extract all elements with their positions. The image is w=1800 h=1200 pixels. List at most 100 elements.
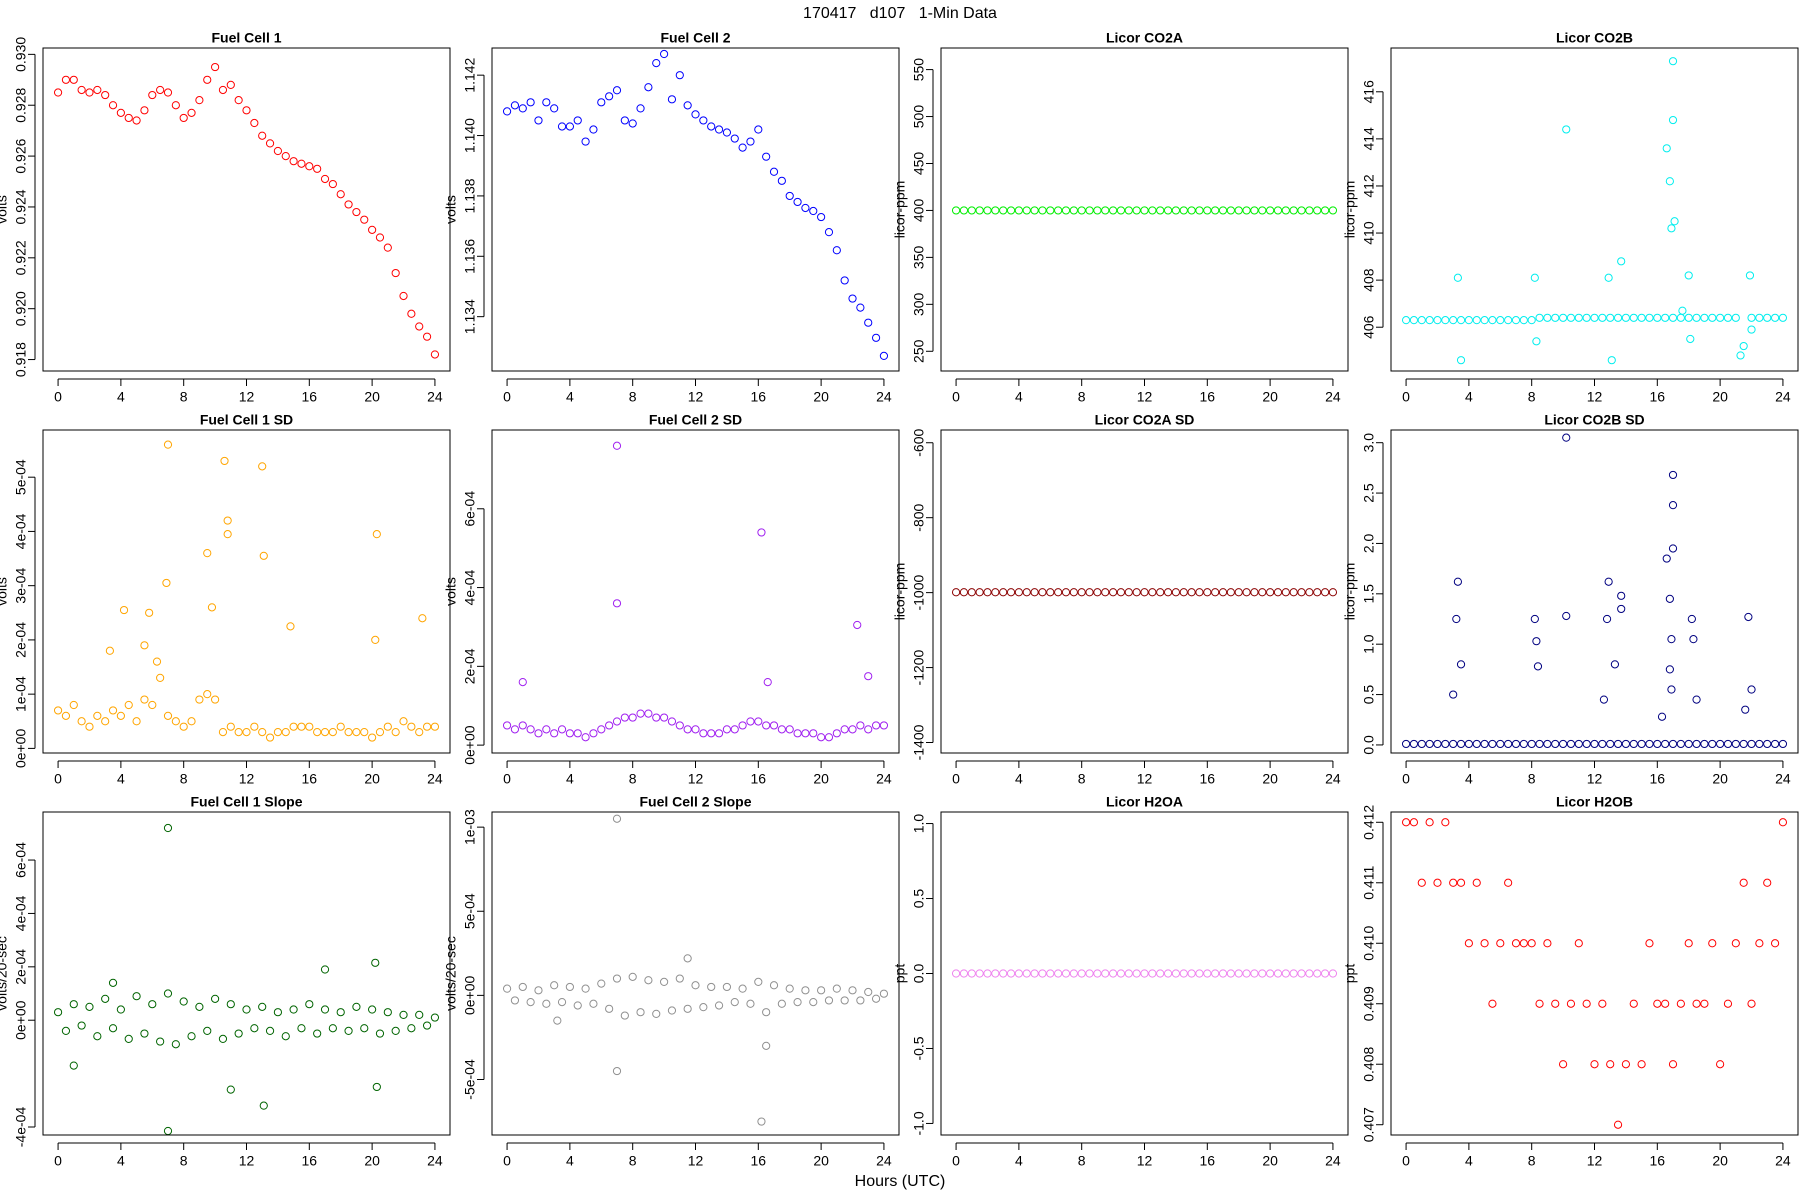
- data-point: [1684, 271, 1693, 280]
- data-point: [207, 603, 217, 612]
- data-point: [620, 1011, 629, 1020]
- data-point: [336, 190, 345, 199]
- data-point: [832, 246, 841, 255]
- data-point: [1156, 969, 1165, 978]
- panel-title: Licor CO2A: [1106, 30, 1183, 46]
- data-point: [1148, 206, 1157, 215]
- x-tick-label: 24: [876, 389, 892, 405]
- data-point: [1739, 341, 1748, 351]
- data-point: [707, 982, 716, 992]
- x-tick-label: 24: [1775, 771, 1791, 787]
- data-point: [757, 528, 766, 537]
- data-point: [1132, 969, 1141, 978]
- data-point: [840, 725, 849, 734]
- data-point: [1038, 588, 1047, 597]
- data-point: [399, 717, 408, 726]
- x-tick-label: 8: [1528, 1153, 1536, 1169]
- data-point: [1085, 969, 1094, 978]
- data-point: [1504, 316, 1513, 325]
- data-point: [1218, 588, 1228, 597]
- data-point: [156, 85, 165, 95]
- data-point: [1320, 588, 1330, 597]
- y-tick-label: 6e-04: [13, 842, 29, 878]
- data-point: [542, 999, 551, 1008]
- data-point: [265, 733, 275, 742]
- data-point: [848, 294, 857, 303]
- data-point: [77, 1021, 86, 1030]
- data-point: [372, 530, 381, 539]
- data-point: [983, 588, 992, 597]
- data-point: [1116, 206, 1126, 215]
- data-point: [1242, 206, 1251, 215]
- data-point: [652, 1009, 661, 1018]
- data-point: [1613, 313, 1623, 322]
- data-point: [1022, 206, 1031, 215]
- data-point: [1320, 206, 1330, 215]
- data-point: [328, 179, 337, 189]
- y-axis-label: volts/20-sec: [0, 936, 10, 1011]
- data-point: [1747, 325, 1756, 334]
- panel: Licor H2OA ppt 0 4 8 12 16 20 24 -1.0 -0.5 0.0 0.5 1.…: [892, 794, 1349, 1169]
- data-point: [1716, 313, 1725, 322]
- panel-title: Licor CO2B: [1556, 30, 1633, 46]
- data-point: [652, 58, 661, 68]
- panel: Fuel Cell 1 SD volts 0 4 8 12 16 20 24 0e+00 1e-04…: [0, 412, 451, 787]
- data-point: [1530, 614, 1539, 624]
- data-point: [612, 974, 622, 983]
- data-point: [1464, 739, 1473, 749]
- x-tick-label: 4: [117, 771, 125, 787]
- data-point: [407, 722, 416, 731]
- data-point: [242, 1005, 251, 1014]
- data-point: [1562, 125, 1571, 134]
- data-point: [179, 997, 188, 1006]
- data-point: [1684, 313, 1693, 322]
- data-point: [667, 95, 677, 104]
- data-point: [1532, 637, 1541, 646]
- data-point: [983, 969, 992, 978]
- data-point: [762, 721, 771, 730]
- x-tick-label: 16: [751, 771, 767, 787]
- data-point: [273, 728, 283, 737]
- x-tick-label: 8: [1528, 389, 1536, 405]
- x-tick-label: 8: [629, 389, 637, 405]
- data-point: [1061, 588, 1071, 597]
- data-point: [163, 823, 173, 833]
- data-point: [714, 729, 724, 738]
- data-point: [1054, 588, 1063, 597]
- y-tick-label: 414: [1361, 127, 1377, 151]
- data-point: [1417, 316, 1426, 325]
- panel: Licor CO2A SD licor-ppm 0 4 8 12 16 20 24 -1400 -1…: [892, 412, 1349, 787]
- data-point: [652, 713, 661, 722]
- data-point: [1226, 969, 1235, 978]
- y-tick-label: 0.409: [1361, 986, 1377, 1021]
- data-point: [1441, 739, 1450, 749]
- data-point: [1645, 939, 1654, 948]
- data-point: [1305, 206, 1314, 215]
- data-point: [1401, 739, 1411, 749]
- x-tick-label: 0: [1402, 1153, 1410, 1169]
- x-tick-label: 20: [1712, 771, 1728, 787]
- x-tick-label: 24: [1325, 389, 1341, 405]
- x-tick-label: 8: [180, 1153, 188, 1169]
- data-point: [675, 974, 684, 983]
- data-point: [1401, 818, 1411, 827]
- x-tick-label: 0: [54, 771, 62, 787]
- data-point: [265, 139, 275, 148]
- data-point: [534, 729, 543, 738]
- data-point: [871, 333, 881, 342]
- data-point: [1163, 588, 1173, 597]
- y-tick-label: 0e+00: [462, 725, 478, 765]
- data-point: [824, 733, 834, 742]
- data-point: [1234, 969, 1243, 978]
- data-point: [1716, 1060, 1725, 1069]
- data-point: [1464, 316, 1473, 325]
- y-tick-label: 4e-04: [13, 895, 29, 931]
- data-point: [675, 71, 684, 80]
- data-point: [352, 728, 361, 737]
- data-point: [313, 728, 322, 737]
- data-point: [1156, 206, 1165, 215]
- data-point: [1653, 739, 1662, 749]
- data-point: [1747, 739, 1756, 749]
- data-point: [187, 717, 196, 726]
